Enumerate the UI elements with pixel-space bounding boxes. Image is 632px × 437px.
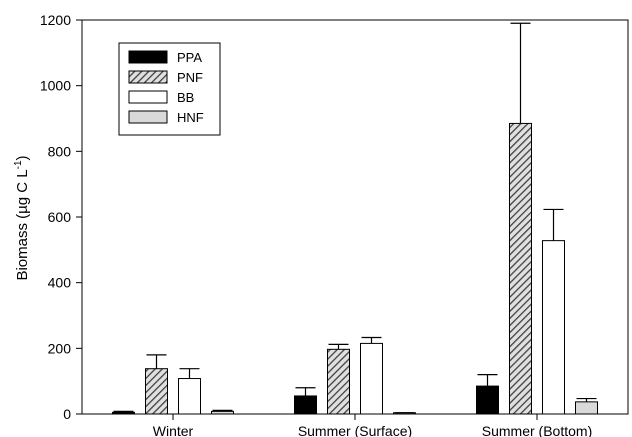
y-tick-label-400: 400 (48, 275, 72, 291)
y-tick-label-1000: 1000 (40, 78, 71, 94)
bar-bb-1 (360, 342, 383, 415)
y-tick-label-1200: 1200 (40, 12, 71, 28)
y-axis-label: Biomass (µg C L-1) (13, 155, 31, 280)
legend-label-hnf: HNF (177, 110, 204, 125)
legend-label-bb: BB (177, 90, 194, 105)
bar-ppa-2 (476, 385, 499, 415)
y-tick-label-600: 600 (48, 209, 72, 225)
bar-bb-2 (542, 240, 565, 415)
bar-ppa-1 (294, 395, 317, 415)
bar-pnf-0 (145, 368, 168, 415)
legend-swatch-pnf (128, 70, 168, 84)
y-axis-label-main: Biomass (µg C L (14, 169, 31, 280)
legend-label-pnf: PNF (177, 70, 203, 85)
axes-layer: 0 200 400 600 800 1000 1200 Winter Summer (Surfa… (40, 12, 629, 437)
legend: PPA PNF BB HNF (118, 42, 221, 136)
x-tick-label-2: Summer (Bottom) (482, 423, 592, 437)
y-tick-label-200: 200 (48, 340, 72, 356)
y-axis-label-close: ) (14, 155, 31, 160)
x-tick-label-1: Summer (Surface) (298, 423, 412, 437)
bars-layer (112, 122, 598, 415)
y-axis-label-exponent: -1 (13, 160, 24, 169)
y-tick-label-800: 800 (48, 143, 72, 159)
bar-hnf-2 (575, 401, 598, 415)
bar-bb-0 (178, 378, 201, 415)
x-tick-label-0: Winter (153, 423, 194, 437)
bar-pnf-1 (327, 348, 350, 415)
legend-swatch-ppa (128, 50, 168, 64)
error-bars-layer (113, 22, 597, 414)
legend-swatch-hnf (128, 110, 168, 124)
legend-swatch-bb (128, 90, 168, 104)
y-tick-label-0: 0 (63, 406, 71, 422)
legend-label-ppa: PPA (177, 50, 202, 65)
bar-pnf-2 (509, 122, 532, 415)
